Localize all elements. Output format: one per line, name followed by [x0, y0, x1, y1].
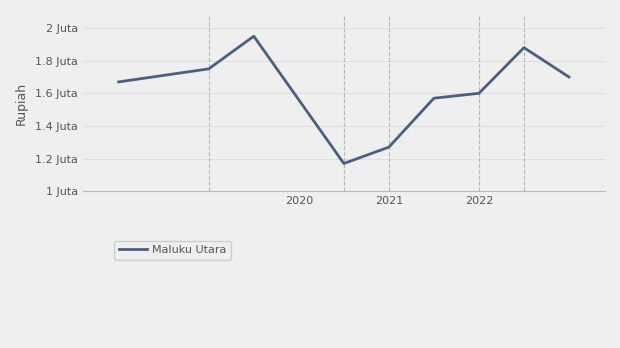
- Maluku Utara: [520, 46, 528, 50]
- Maluku Utara: [475, 91, 482, 95]
- Maluku Utara: [340, 161, 348, 166]
- Maluku Utara: [565, 75, 573, 79]
- Maluku Utara: [205, 67, 213, 71]
- Maluku Utara: [385, 145, 392, 149]
- Y-axis label: Rupiah: Rupiah: [15, 81, 28, 125]
- Maluku Utara: [115, 80, 122, 84]
- Maluku Utara: [250, 34, 257, 38]
- Legend: Maluku Utara: Maluku Utara: [114, 241, 231, 260]
- Maluku Utara: [430, 96, 438, 100]
- Line: Maluku Utara: Maluku Utara: [118, 36, 569, 164]
